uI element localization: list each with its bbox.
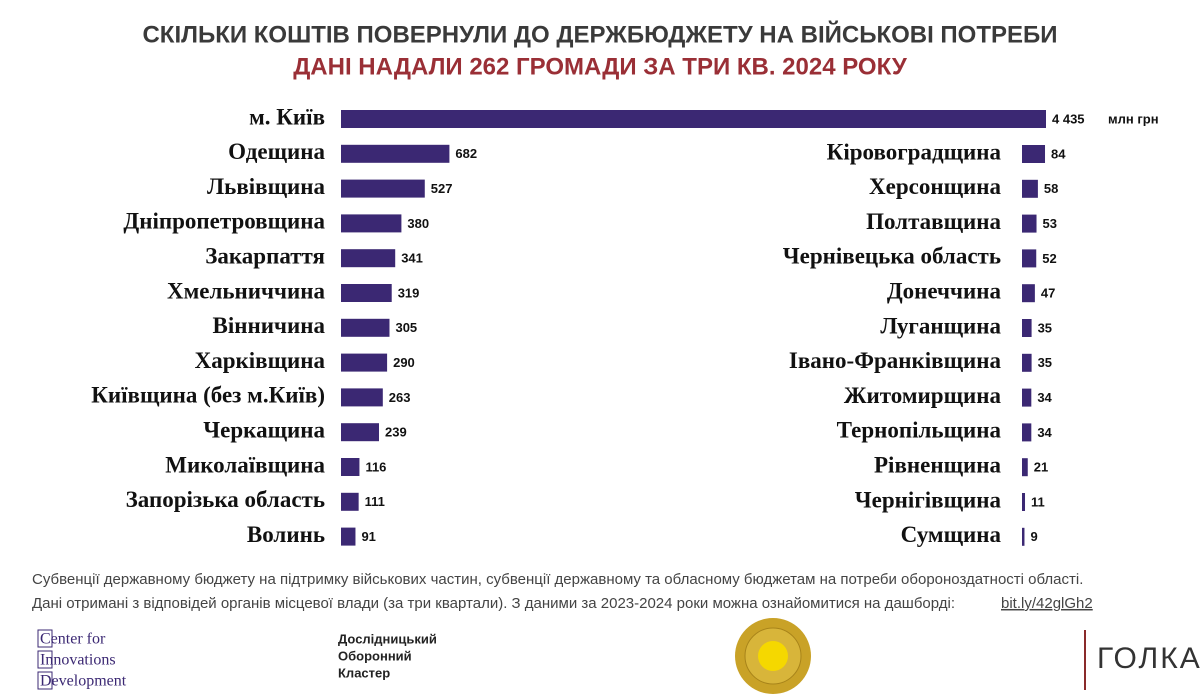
- round-logo: [735, 618, 811, 694]
- bar: [341, 249, 396, 268]
- data-label: 11: [1031, 494, 1045, 509]
- bar: [1022, 388, 1032, 407]
- bar: [341, 527, 356, 546]
- data-label: 47: [1041, 286, 1055, 301]
- bar: [1022, 179, 1038, 198]
- bar: [341, 458, 360, 476]
- category-label: Полтавщина: [866, 209, 1001, 234]
- data-label: 290: [393, 355, 415, 370]
- data-label: 53: [1043, 216, 1057, 231]
- category-label: м. Київ: [249, 104, 325, 129]
- category-label: Дніпропетровщина: [123, 209, 325, 234]
- category-label: Луганщина: [880, 313, 1001, 338]
- category-label: Миколаївщина: [165, 452, 325, 477]
- category-label: Кіровоградщина: [827, 139, 1002, 164]
- bar: [341, 353, 388, 372]
- data-label: 34: [1037, 390, 1052, 405]
- bar: [1022, 145, 1046, 163]
- bar: [1022, 319, 1032, 337]
- footnote: Субвенції державному бюджету на підтримк…: [32, 571, 1083, 588]
- category-label: Черкащина: [203, 417, 325, 442]
- data-label: 21: [1034, 460, 1048, 475]
- unit-label: млн грн: [1108, 111, 1159, 126]
- bar: [341, 492, 359, 511]
- golka-logo: ГОЛКА: [1084, 630, 1200, 690]
- data-label: 34: [1037, 425, 1052, 440]
- data-label: 319: [398, 285, 420, 300]
- data-label: 111: [365, 494, 385, 509]
- logo-box: [37, 650, 53, 669]
- logo-text: ГОЛКА: [1097, 642, 1200, 675]
- bar: [1022, 423, 1032, 442]
- data-label: 263: [389, 390, 411, 405]
- logo-text: Innovations: [40, 652, 116, 669]
- bar: [341, 318, 390, 337]
- category-label: Волинь: [247, 522, 325, 547]
- logo-box: [37, 629, 53, 648]
- bar: [1022, 458, 1028, 477]
- category-label: Чернівецька область: [783, 244, 1001, 269]
- bar: [341, 423, 379, 442]
- category-label: Запорізька область: [126, 487, 325, 512]
- data-label: 380: [407, 216, 429, 231]
- chart-title: СКІЛЬКИ КОШТІВ ПОВЕРНУЛИ ДО ДЕРЖБЮДЖЕТУ …: [142, 20, 1057, 48]
- category-label: Херсонщина: [869, 174, 1001, 199]
- cid-logo: Center for Innovations Development: [37, 629, 127, 690]
- bar: [1022, 527, 1025, 546]
- bar: [341, 284, 392, 302]
- data-label: 58: [1044, 181, 1058, 196]
- bar: [341, 388, 383, 407]
- data-label: 9: [1030, 529, 1037, 544]
- logo-text: Кластер: [338, 665, 390, 680]
- logo-text: Оборонний: [338, 648, 412, 663]
- chart-subtitle: ДАНІ НАДАЛИ 262 ГРОМАДИ ЗА ТРИ КВ. 2024 …: [293, 53, 908, 80]
- data-label: 341: [401, 251, 423, 266]
- logo-text: Center for: [40, 631, 106, 648]
- bar: [1022, 493, 1026, 511]
- bar: [341, 179, 425, 198]
- category-label: Чернігівщина: [855, 487, 1002, 512]
- category-label: Житомирщина: [844, 383, 1002, 408]
- cluster-logo: Дослідницький Оборонний Кластер: [338, 631, 437, 680]
- bar: [1022, 353, 1032, 372]
- data-label: 116: [365, 459, 386, 474]
- category-label: Сумщина: [901, 522, 1002, 547]
- category-label: Івано-Франківщина: [789, 348, 1002, 373]
- logo-text: Дослідницький: [338, 631, 437, 646]
- category-label: Донеччина: [887, 278, 1002, 303]
- data-label: 52: [1042, 251, 1056, 266]
- category-label: Одещина: [228, 139, 325, 164]
- logo-sun: [758, 641, 788, 671]
- footnote: Дані отримані з відповідей органів місце…: [32, 595, 955, 612]
- data-label: 527: [431, 181, 453, 196]
- data-label: 35: [1038, 320, 1052, 335]
- bar: [341, 214, 402, 233]
- bar: [1022, 214, 1037, 233]
- data-label: 239: [385, 425, 407, 440]
- logo-box: [37, 671, 53, 690]
- category-label: Харківщина: [195, 348, 326, 373]
- category-label: Київщина (без м.Київ): [91, 383, 325, 408]
- category-label: Рівненщина: [874, 452, 1001, 477]
- data-label: 682: [455, 146, 477, 161]
- data-label: 4 435: [1052, 111, 1085, 126]
- category-label: Тернопільщина: [837, 418, 1002, 443]
- data-label: 305: [395, 320, 417, 335]
- category-label: Львівщина: [207, 174, 325, 199]
- data-label: 35: [1038, 355, 1052, 370]
- data-label: 84: [1051, 146, 1066, 161]
- data-label: 91: [361, 529, 375, 544]
- link[interactable]: bit.ly/42glGh2: [1001, 595, 1093, 612]
- bar: [341, 144, 450, 163]
- bar: [1022, 249, 1037, 268]
- category-label: Хмельниччина: [167, 278, 326, 303]
- bar: [1022, 284, 1035, 303]
- bar: [341, 110, 1046, 128]
- category-label: Вінничина: [213, 313, 326, 338]
- logo-text: Development: [40, 673, 127, 690]
- category-label: Закарпаття: [205, 243, 325, 268]
